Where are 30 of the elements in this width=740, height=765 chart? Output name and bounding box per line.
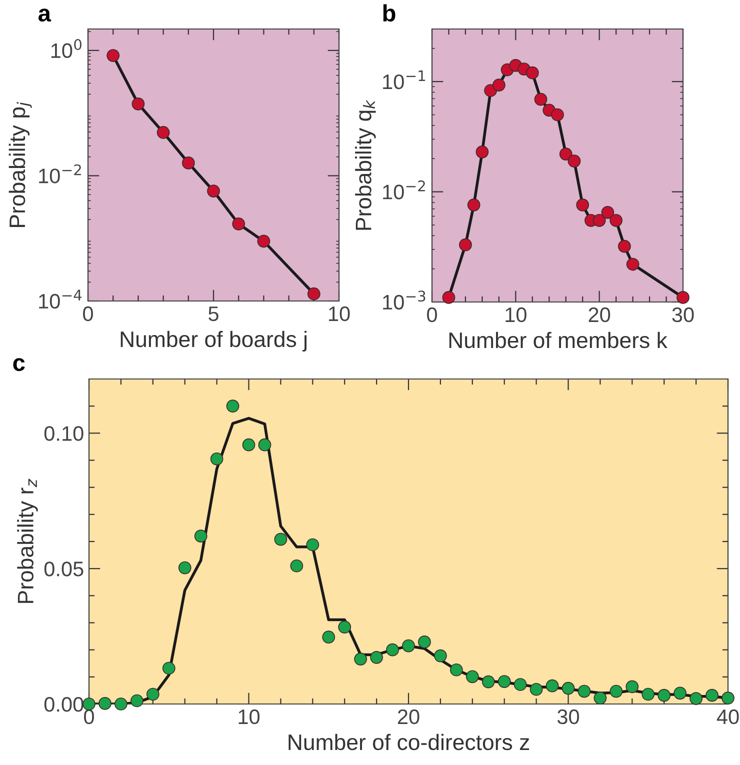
y-tick-label: 0.10 xyxy=(44,426,84,441)
chart-title: c xyxy=(13,358,25,372)
x-tick-label: 10 xyxy=(238,709,260,724)
y-tick-label: 10$^{−2}$ xyxy=(39,164,81,184)
x-tick-label: 0 xyxy=(83,306,93,322)
x-tick-label: 20 xyxy=(588,307,610,322)
y-tick-label: 10$^{−1}$ xyxy=(383,70,426,90)
x-tick-label: 0 xyxy=(84,709,94,724)
x-tick-label: 20 xyxy=(398,709,420,724)
y-tick-label: 0.00 xyxy=(44,697,84,712)
x-tick-label: 0 xyxy=(427,307,437,322)
y-tick-label: 10$^{−3}$ xyxy=(383,290,426,310)
x-axis-title: Number of co-directors z xyxy=(288,734,530,750)
x-tick-label: 30 xyxy=(557,709,580,724)
x-tick-label: 30 xyxy=(672,307,694,322)
x-tick-label: 5 xyxy=(208,306,218,322)
y-tick-label: 10$^{−2}$ xyxy=(383,180,425,200)
x-axis-title: Number of boards j xyxy=(120,330,306,352)
y-tick-label: 0.05 xyxy=(44,562,84,576)
chart-title: a xyxy=(38,8,52,22)
x-tick-label: 10 xyxy=(506,307,526,322)
y-axis-title: Probability r$_{z}$ xyxy=(17,478,38,603)
chart-title: b xyxy=(383,4,396,22)
y-tick-label: 10$^{0}$ xyxy=(51,39,82,58)
y-axis-title: Probability q$_{k}$ xyxy=(355,100,376,230)
y-axis-title: Probability p$_{j}$ xyxy=(8,102,32,227)
x-tick-label: 40 xyxy=(716,709,739,724)
x-tick-label: 10 xyxy=(329,306,350,322)
y-tick-label: 10$^{−4}$ xyxy=(39,290,82,309)
x-axis-title: Number of members k xyxy=(449,332,668,348)
